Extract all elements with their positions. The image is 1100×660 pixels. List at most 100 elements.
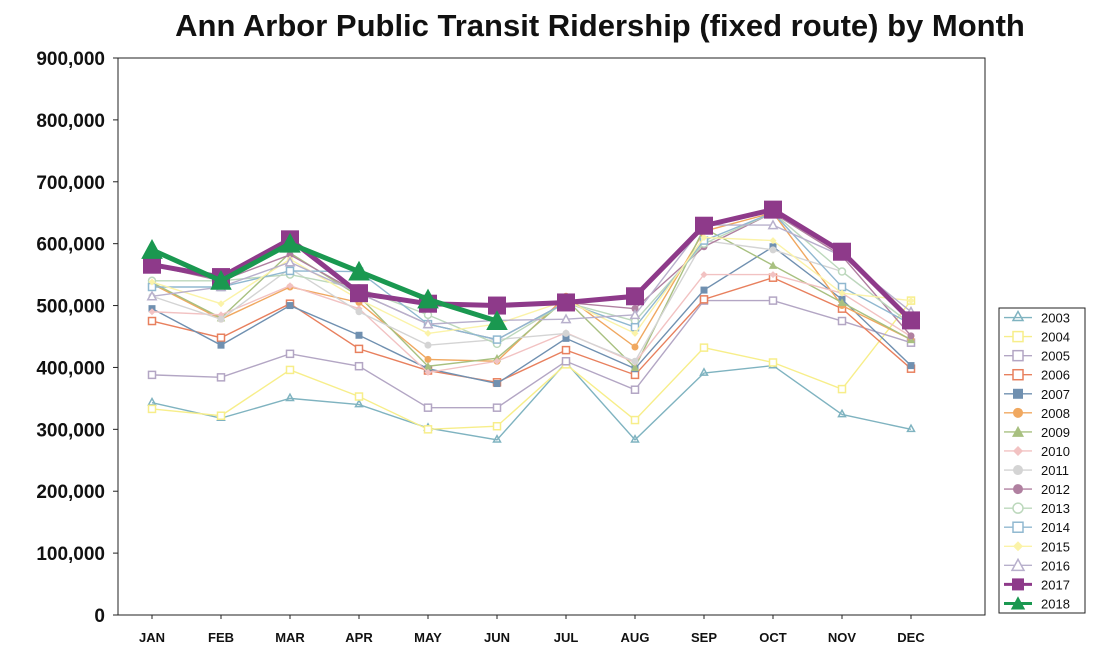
data-point [488,296,506,315]
plot-frame [117,57,986,616]
y-tick-label: 800,000 [36,111,105,132]
data-point [354,344,364,354]
legend-marker [1012,330,1024,343]
series-line-2009 [151,227,912,369]
legend-marker [1011,309,1025,322]
data-point [699,343,709,352]
data-point [424,341,432,349]
data-point [837,298,847,306]
x-tick-label: DEC [897,630,925,645]
series-2008 [148,209,915,365]
data-point [285,349,295,359]
series-line-2017 [151,206,913,323]
data-point [631,343,639,351]
y-tick-label: 500,000 [36,297,105,318]
legend-label: 2017 [1041,577,1070,592]
x-tick-label: NOV [828,630,857,645]
data-point [354,392,364,401]
y-tick-label: 900,000 [36,49,105,70]
data-point [907,332,915,340]
data-point [769,237,777,245]
legend-marker [1013,465,1023,476]
legend-marker [1013,388,1023,399]
series-line-2003 [151,361,912,441]
legend-marker [1012,349,1024,362]
data-point [286,251,294,259]
data-point [423,362,433,370]
data-point [422,318,434,329]
legend-label: 2009 [1041,425,1070,440]
data-point [837,282,847,292]
data-point [699,367,709,376]
legend-marker [1013,484,1023,495]
data-point [146,290,158,301]
data-point [902,311,920,330]
series-line-2005 [151,299,912,409]
data-point [837,384,847,394]
data-point [354,361,364,371]
legend-marker [1010,557,1026,572]
data-point [631,329,639,337]
data-point [147,404,157,414]
data-point [700,271,708,279]
data-point [630,363,640,371]
legend-label: 2005 [1041,349,1070,364]
series-2018 [141,232,508,331]
legend-marker [1012,578,1024,591]
data-point [699,295,709,304]
data-point [492,434,502,443]
series-line-2018 [150,240,498,324]
data-point [147,316,157,326]
legend-marker [1012,368,1024,381]
data-point [285,392,295,402]
series-line-2013 [152,211,912,345]
data-point [493,380,501,388]
data-point [626,287,644,306]
data-point [216,373,226,382]
data-point [217,341,225,349]
legend-label: 2010 [1041,444,1070,459]
series-line-2007 [151,245,912,385]
y-tick-label: 300,000 [36,420,105,441]
data-point [630,370,640,380]
data-point [216,333,226,342]
data-point [492,421,502,431]
data-point [906,423,916,433]
data-point [631,305,639,313]
data-point [837,267,847,276]
data-point [837,316,847,326]
series-line-2004 [151,300,912,431]
data-point [350,284,368,303]
y-tick-label: 100,000 [36,544,105,565]
legend-label: 2003 [1041,311,1070,326]
data-point [217,300,225,308]
data-point [355,331,363,339]
y-tick-label: 0 [94,606,105,627]
series-line-2016 [151,224,912,325]
data-point [492,335,502,344]
data-point [700,286,708,294]
legend-marker [1012,502,1024,514]
data-point [562,334,570,342]
legend-marker [1013,407,1023,418]
y-tick-label: 200,000 [36,482,105,503]
y-tick-label: 400,000 [36,358,105,379]
data-point [147,370,157,380]
data-point [141,239,163,259]
data-point [492,403,502,412]
series-2016 [146,219,917,329]
legend-label: 2018 [1041,596,1070,611]
x-tick-label: JUL [554,630,579,645]
data-point [417,288,439,309]
data-point [629,309,641,320]
data-point [560,313,572,324]
data-point [493,357,501,365]
x-tick-label: APR [345,630,373,645]
data-point [424,329,432,337]
legend-label: 2006 [1041,368,1070,383]
data-point [561,357,571,366]
chart-title: Ann Arbor Public Transit Ridership (fixe… [175,8,1025,43]
data-point [286,282,294,290]
legend-marker [1010,596,1026,610]
